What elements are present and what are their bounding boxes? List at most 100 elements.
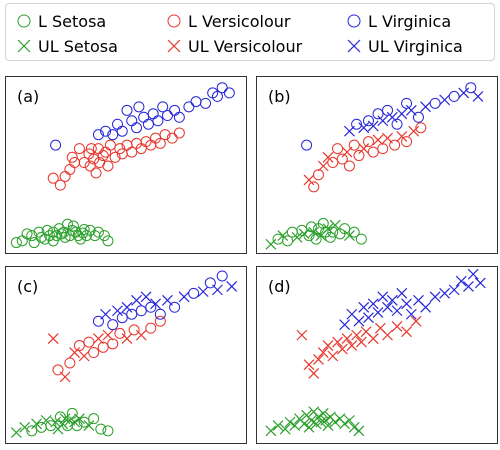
point-labeled-versicolour: [114, 143, 126, 155]
point-unlabeled-virginica: [131, 294, 142, 306]
point-labeled-virginica: [107, 129, 119, 141]
point-labeled-versicolour: [128, 324, 140, 336]
point-unlabeled-versicolour: [382, 329, 393, 341]
point-labeled-versicolour: [97, 341, 109, 353]
point-labeled-virginica: [147, 108, 159, 120]
point-labeled-versicolour: [88, 153, 100, 165]
point-labeled-versicolour: [90, 167, 102, 179]
panel-d: (d): [256, 266, 498, 444]
point-labeled-setosa: [78, 416, 90, 428]
point-labeled-versicolour: [52, 364, 64, 376]
point-labeled-versicolour: [166, 132, 178, 144]
point-labeled-virginica: [382, 104, 394, 116]
point-unlabeled-versicolour: [313, 354, 324, 365]
point-labeled-virginica: [100, 125, 112, 137]
point-labeled-virginica: [169, 104, 181, 116]
point-unlabeled-virginica: [429, 291, 441, 303]
point-unlabeled-versicolour: [367, 333, 379, 345]
point-unlabeled-virginica: [140, 291, 152, 303]
point-unlabeled-versicolour: [355, 336, 367, 348]
point-unlabeled-virginica: [439, 287, 451, 299]
point-labeled-setosa: [92, 226, 104, 238]
point-unlabeled-setosa: [329, 219, 341, 231]
point-labeled-setosa: [305, 221, 317, 233]
point-unlabeled-virginica: [405, 308, 417, 320]
point-labeled-virginica: [223, 87, 235, 99]
point-unlabeled-versicolour: [346, 340, 358, 351]
point-unlabeled-virginica: [448, 284, 460, 296]
point-labeled-virginica: [154, 308, 166, 320]
point-unlabeled-setosa: [277, 230, 289, 242]
legend-marker-setosa: [17, 39, 31, 53]
point-labeled-versicolour: [109, 151, 121, 163]
point-labeled-virginica: [92, 129, 104, 141]
point-labeled-versicolour: [73, 143, 85, 155]
point-labeled-setosa: [33, 226, 45, 238]
point-labeled-versicolour: [389, 139, 401, 151]
point-labeled-virginica: [391, 118, 403, 130]
point-labeled-virginica: [126, 308, 138, 320]
point-unlabeled-virginica: [474, 277, 486, 289]
point-labeled-virginica: [412, 111, 424, 123]
point-unlabeled-setosa: [317, 407, 329, 419]
point-unlabeled-versicolour: [69, 347, 81, 358]
point-unlabeled-versicolour: [78, 350, 90, 362]
point-unlabeled-virginica: [396, 108, 408, 120]
point-labeled-virginica: [183, 101, 195, 113]
point-labeled-setosa: [282, 235, 294, 247]
point-labeled-versicolour: [107, 338, 119, 350]
point-unlabeled-setosa: [344, 414, 355, 426]
point-unlabeled-virginica: [401, 298, 412, 310]
legend-label: UL Versicolour: [188, 37, 303, 56]
point-unlabeled-setosa: [19, 421, 31, 433]
point-labeled-setosa: [310, 233, 322, 245]
point-labeled-virginica: [448, 90, 460, 102]
point-labeled-setosa: [348, 226, 360, 238]
point-labeled-virginica: [190, 96, 202, 108]
point-unlabeled-versicolour: [351, 329, 363, 341]
point-labeled-virginica: [216, 270, 228, 282]
point-labeled-virginica: [138, 111, 150, 123]
point-labeled-setosa: [355, 233, 367, 245]
point-unlabeled-setosa: [291, 231, 303, 243]
point-labeled-setosa: [10, 237, 22, 249]
point-labeled-versicolour: [336, 153, 348, 165]
scatter-plot-c: [10, 270, 238, 438]
point-unlabeled-virginica: [472, 90, 484, 102]
point-labeled-setosa: [21, 228, 33, 240]
point-labeled-setosa: [56, 228, 68, 240]
point-unlabeled-virginica: [353, 315, 365, 327]
point-labeled-versicolour: [64, 163, 76, 175]
point-unlabeled-versicolour: [317, 347, 329, 358]
point-unlabeled-virginica: [100, 308, 112, 320]
point-unlabeled-setosa: [265, 425, 277, 437]
point-unlabeled-setosa: [289, 420, 301, 432]
point-labeled-virginica: [211, 90, 223, 102]
point-unlabeled-virginica: [339, 319, 351, 331]
point-labeled-versicolour: [73, 340, 85, 352]
point-labeled-versicolour: [332, 143, 344, 155]
point-unlabeled-setosa: [339, 418, 351, 430]
legend-marker-versicolour: [167, 39, 181, 53]
point-unlabeled-setosa: [73, 413, 85, 425]
point-unlabeled-virginica: [458, 87, 470, 99]
point-unlabeled-versicolour: [303, 174, 315, 186]
point-labeled-versicolour: [88, 347, 100, 359]
point-unlabeled-versicolour: [308, 367, 320, 379]
point-unlabeled-virginica: [112, 305, 123, 317]
point-unlabeled-versicolour: [135, 329, 147, 341]
point-unlabeled-setosa: [272, 420, 284, 432]
point-unlabeled-versicolour: [336, 343, 348, 355]
point-labeled-setosa: [75, 233, 87, 245]
point-unlabeled-versicolour: [401, 326, 412, 338]
point-labeled-versicolour: [54, 179, 66, 191]
point-labeled-virginica: [301, 139, 313, 151]
point-unlabeled-virginica: [197, 286, 209, 298]
point-unlabeled-setosa: [348, 421, 360, 433]
point-unlabeled-virginica: [212, 284, 223, 296]
point-labeled-virginica: [133, 101, 145, 113]
point-unlabeled-versicolour: [396, 130, 408, 142]
point-labeled-versicolour: [78, 157, 90, 169]
point-unlabeled-setosa: [308, 226, 320, 238]
legend-marker-setosa: [17, 14, 31, 28]
